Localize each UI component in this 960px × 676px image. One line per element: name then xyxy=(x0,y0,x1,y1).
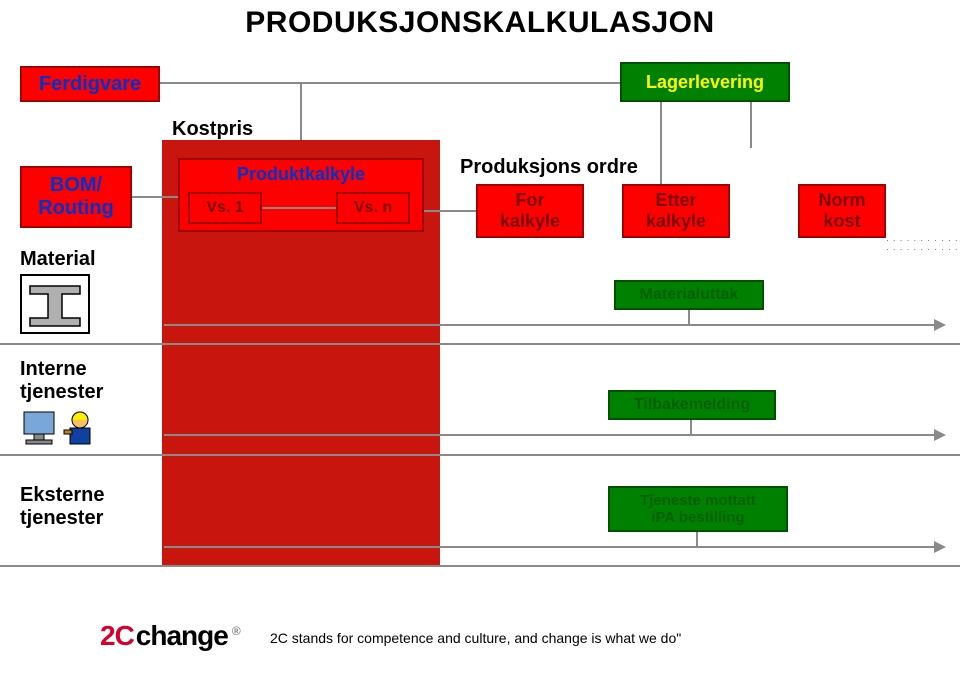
stub-tjeneste xyxy=(696,532,698,546)
row-sep-3 xyxy=(0,565,960,567)
page-title: PRODUKSJONSKALKULASJON xyxy=(0,6,960,40)
arrow-eksterne xyxy=(164,546,934,548)
bom-routing-l1: BOM/ xyxy=(50,174,102,197)
norm-kost-l1: Norm xyxy=(818,190,865,211)
conn-lager-stub2 xyxy=(750,102,752,148)
footer-logo: 2C change ® xyxy=(100,620,240,652)
materialuttak-label: Materialuttak xyxy=(640,286,739,304)
lagerlevering-box: Lagerlevering xyxy=(620,62,790,102)
for-kalkyle-l1: For xyxy=(516,190,545,211)
tjeneste-mottatt-box: Tjeneste mottatt iPA bestilling xyxy=(608,486,788,532)
for-kalkyle-l2: kalkyle xyxy=(500,211,560,232)
tilbakemelding-box: Tilbakemelding xyxy=(608,390,776,420)
conn-bom-pk xyxy=(132,196,178,198)
interne-tjenester-label: Interne tjenester xyxy=(20,358,103,404)
logo-change: change xyxy=(136,620,228,652)
produktkalkyle-label: Produktkalkyle xyxy=(237,164,365,185)
conn-pk-for xyxy=(424,210,476,212)
for-kalkyle-box: For kalkyle xyxy=(476,184,584,238)
materialuttak-box: Materialuttak xyxy=(614,280,764,310)
conn-top-h xyxy=(160,82,620,84)
interne-icon xyxy=(20,406,104,448)
stub-materialuttak xyxy=(688,310,690,324)
arrow-interne xyxy=(164,434,934,436)
conn-kost-v xyxy=(300,82,302,140)
norm-kost-box: Norm kost xyxy=(798,184,886,238)
lagerlevering-label: Lagerlevering xyxy=(646,72,764,93)
row-sep-2 xyxy=(0,454,960,456)
etter-kalkyle-box: Etter kalkyle xyxy=(622,184,730,238)
kostpris-label: Kostpris xyxy=(172,118,253,141)
stub-tilbakemelding xyxy=(690,420,692,434)
vsn-box: Vs. n xyxy=(336,192,410,224)
tjeneste-mottatt-l2: iPA bestilling xyxy=(651,509,744,526)
arrow-material xyxy=(164,324,934,326)
etter-kalkyle-l2: kalkyle xyxy=(646,211,706,232)
produksjons-ordre-label: Produksjons ordre xyxy=(460,156,638,179)
vsn-label: Vs. n xyxy=(354,199,392,217)
logo-reg: ® xyxy=(232,624,240,638)
logo-2c: 2C xyxy=(100,620,134,652)
ferdigvare-box: Ferdigvare xyxy=(20,66,160,102)
arrow-interne-head xyxy=(934,429,946,441)
bom-routing-l2: Routing xyxy=(38,197,114,220)
conn-vs xyxy=(262,207,336,209)
etter-kalkyle-l1: Etter xyxy=(655,190,696,211)
material-icon xyxy=(20,274,90,334)
tilbakemelding-label: Tilbakemelding xyxy=(634,396,750,414)
conn-lager-stub1 xyxy=(660,102,662,148)
row-sep-1 xyxy=(0,343,960,345)
tjeneste-mottatt-l1: Tjeneste mottatt xyxy=(640,492,756,509)
material-label: Material xyxy=(20,248,96,271)
conn-etter-up1 xyxy=(660,148,662,184)
arrow-eksterne-head xyxy=(934,541,946,553)
vs1-box: Vs. 1 xyxy=(188,192,262,224)
ferdigvare-label: Ferdigvare xyxy=(39,73,141,96)
norm-kost-l2: kost xyxy=(823,211,860,232)
arrow-material-head xyxy=(934,319,946,331)
eksterne-tjenester-label: Eksterne tjenester xyxy=(20,484,105,530)
bom-routing-box: BOM/ Routing xyxy=(20,166,132,228)
footer-tagline: 2C stands for competence and culture, an… xyxy=(270,630,681,646)
vs1-label: Vs. 1 xyxy=(206,199,243,217)
